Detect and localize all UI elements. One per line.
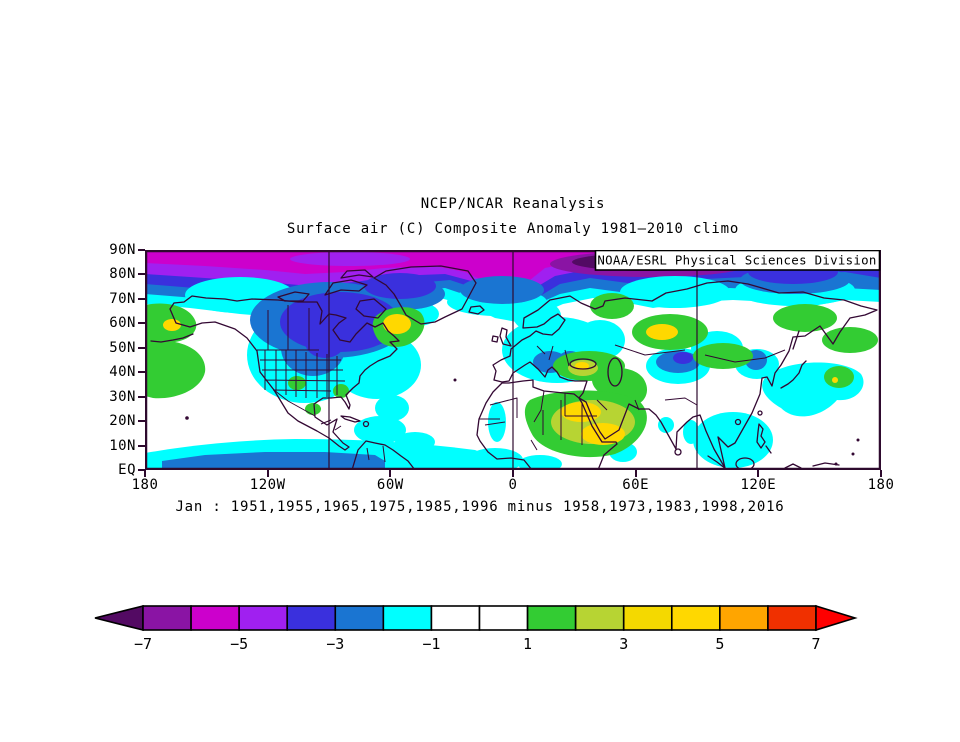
lat-tick-label: 50N: [109, 339, 136, 356]
lat-tick-label: EQ: [118, 462, 136, 478]
lon-tick-label: 60W: [376, 477, 404, 493]
colorbar-cell: [382, 605, 433, 631]
colorbar-tick-label: −3: [326, 635, 344, 653]
lon-tick-mark: [880, 470, 882, 477]
lat-tick-label: 80N: [109, 266, 136, 283]
page-title: NCEP/NCAR Reanalysis: [420, 196, 606, 212]
lat-tick-mark: [138, 322, 145, 325]
lon-tick-mark: [389, 470, 392, 477]
lon-tick-mark: [266, 470, 269, 477]
latitude-axis-labels: 90N 80N 70N 60N 50N 40N 30N 20N 10N EQ: [98, 242, 136, 478]
lat-tick-label: 20N: [109, 413, 136, 430]
anomaly-colorbar: −7 −5 −3 −1 1 3 5 7: [94, 604, 858, 653]
lon-tick-label: 60E: [622, 477, 650, 493]
colorbar-tick-label: −5: [230, 635, 248, 653]
lat-tick-label: 10N: [109, 437, 136, 454]
lat-tick-label: 70N: [109, 290, 136, 307]
colorbar-cell: [670, 605, 721, 631]
colorbar-cell: [767, 605, 817, 631]
colorbar-cell: [478, 605, 529, 631]
lon-tick-label: 180: [867, 477, 895, 493]
lon-tick-label: 0: [508, 477, 518, 493]
lat-tick-mark: [138, 346, 145, 349]
lat-tick-mark: [138, 444, 145, 447]
colorbar-cell: [190, 605, 240, 631]
lon-tick-mark: [144, 470, 146, 477]
country-state-borders: [257, 305, 786, 463]
longitude-axis-labels: 180 120W 60W 0 60E 120E 180: [132, 477, 894, 495]
lat-tick-mark: [138, 297, 145, 300]
lon-tick-label: 180: [131, 477, 159, 493]
lat-tick-mark: [138, 371, 145, 374]
lat-tick-label: 60N: [109, 315, 136, 332]
colorbar-cell: [719, 605, 769, 631]
colorbar-cell: [430, 605, 481, 631]
lat-tick-mark: [138, 395, 145, 398]
colorbar-cell: [622, 605, 673, 631]
colorbar-tick-label: −1: [422, 635, 440, 653]
colorbar-tick-label: 7: [811, 635, 820, 653]
lat-tick-label: 30N: [109, 388, 136, 405]
lon-tick-label: 120W: [249, 477, 286, 493]
colorbar-high-arrow: [815, 604, 858, 632]
warm-anomaly-regions: [145, 293, 878, 458]
lon-tick-mark: [512, 470, 514, 477]
credit-box: NOAA/ESRL Physical Sciences Division: [594, 249, 881, 271]
map-canvas: NOAA/ESRL Physical Sciences Division: [144, 249, 882, 473]
colorbar-tick-label: 3: [619, 635, 628, 653]
colorbar-cell: [334, 605, 385, 631]
lat-tick-label: 40N: [109, 364, 136, 381]
lon-tick-label: 120E: [740, 477, 777, 493]
lat-tick-label: 90N: [109, 242, 136, 258]
lon-tick-mark: [757, 470, 760, 477]
colorbar-tick-label: 1: [523, 635, 532, 653]
colorbar-cell: [142, 605, 192, 631]
colorbar-tick-label: 5: [715, 635, 724, 653]
map-frame: [144, 249, 882, 471]
anomaly-map: NOAA/ESRL Physical Sciences Division: [144, 249, 882, 473]
composite-caption: Jan : 1951,1955,1965,1975,1985,1996 minu…: [175, 499, 785, 515]
lat-tick-mark: [138, 420, 145, 423]
colorbar-cell: [526, 605, 577, 631]
lat-tick-mark: [138, 249, 145, 251]
latitude-axis-ticks: [138, 249, 145, 472]
colorbar-cell: [286, 605, 337, 631]
page-subtitle: Surface air (C) Composite Anomaly 1981–2…: [286, 221, 740, 237]
lat-tick-mark: [138, 273, 145, 276]
lon-tick-mark: [634, 470, 637, 477]
colorbar-tick-label: −7: [134, 635, 152, 653]
lat-tick-mark: [138, 469, 145, 471]
colorbar-cell: [574, 605, 625, 631]
coastlines: [150, 265, 878, 471]
credit-text: NOAA/ESRL Physical Sciences Division: [597, 253, 876, 268]
longitude-axis-ticks: [144, 470, 882, 477]
colorbar-low-arrow: [94, 604, 144, 632]
colorbar-cell: [238, 605, 289, 631]
